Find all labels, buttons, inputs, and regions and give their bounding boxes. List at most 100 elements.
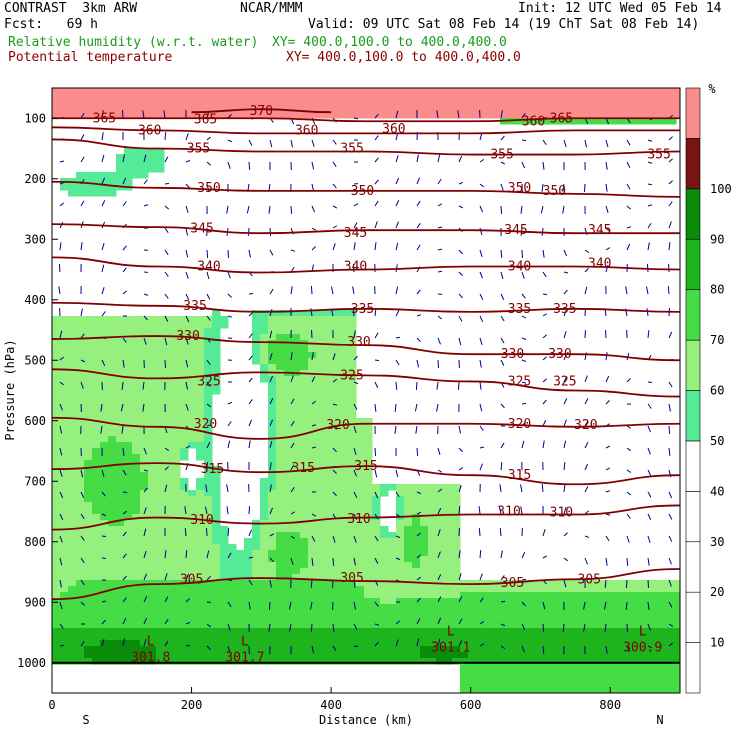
wind-vector [269,288,274,295]
rh-cell [484,112,493,119]
wind-vector [458,447,463,453]
rh-cell [580,664,589,671]
rh-cell [348,364,357,371]
rh-cell [404,592,413,599]
rh-cell [164,610,173,617]
rh-cell [660,100,669,107]
wind-vector [311,645,314,654]
rh-cell [572,88,581,95]
rh-cell [68,472,77,479]
rh-cell [196,346,205,353]
rh-cell [164,328,173,335]
rh-cell [244,592,253,599]
rh-cell [212,628,221,635]
rh-cell [204,496,213,503]
wind-vector [311,557,314,566]
rh-cell [284,376,293,383]
rh-cell [140,634,149,641]
rh-cell [644,646,653,653]
wind-vector [458,467,464,471]
rh-cell [188,610,197,617]
rh-cell [164,466,173,473]
rh-cell [332,634,341,641]
rh-cell [100,472,109,479]
rh-cell [108,184,117,191]
rh-cell [236,562,245,569]
rh-cell [332,94,341,101]
rh-cell [92,520,101,527]
rh-cell [308,472,317,479]
rh-cell [660,682,669,689]
rh-cell [188,430,197,437]
rh-cell [228,88,237,95]
rh-cell [612,604,621,611]
rh-cell [428,490,437,497]
rh-cell [404,94,413,101]
rh-cell [228,658,237,665]
rh-cell [84,562,93,569]
rh-cell [524,88,533,95]
rh-cell [300,646,309,653]
rh-cell [124,550,133,557]
rh-cell [476,634,485,641]
rh-cell [76,610,85,617]
rh-cell [156,508,165,515]
rh-cell [100,574,109,581]
rh-cell [148,148,157,155]
y-axis-label: Pressure (hPa) [3,339,17,440]
rh-cell [100,346,109,353]
rh-cell [60,316,69,323]
wind-vector [479,621,485,625]
rh-cell [76,424,85,431]
rh-cell [124,592,133,599]
wind-vector [584,267,589,273]
rh-cell [204,316,213,323]
rh-cell [180,478,189,485]
rh-cell [348,328,357,335]
rh-cell [524,118,533,125]
rh-cell [68,544,77,551]
rh-cell [668,670,677,677]
rh-cell [372,526,381,533]
rh-cell [212,352,221,359]
rh-cell [268,364,277,371]
rh-cell [340,376,349,383]
rh-cell [156,466,165,473]
rh-cell [556,106,565,113]
rh-cell [620,664,629,671]
rh-cell [388,634,397,641]
rh-cell [244,610,253,617]
rh-cell [628,616,637,623]
wind-vector [269,557,274,563]
rh-cell [348,376,357,383]
rh-cell [332,526,341,533]
rh-cell [172,442,181,449]
rh-cell [276,100,285,107]
rh-cell [540,628,549,635]
rh-cell [132,376,141,383]
rh-cell [292,484,301,491]
rh-cell [100,406,109,413]
wind-vector [415,425,418,434]
rh-cell [124,370,133,377]
rh-cell [364,454,373,461]
field2-label: Potential temperature [8,50,173,65]
rh-cell [364,640,373,647]
theta-315-label: 315 [291,461,314,476]
rh-cell [468,598,477,605]
rh-cell [76,94,85,101]
rh-cell [84,520,93,527]
rh-cell [188,94,197,101]
rh-cell [276,340,285,347]
rh-cell [596,646,605,653]
rh-cell [452,616,461,623]
rh-cell [388,652,397,659]
rh-cell [132,328,141,335]
rh-cell [228,112,237,119]
rh-cell [148,346,157,353]
rh-cell [116,406,125,413]
rh-cell [292,610,301,617]
colorbar-tick-label: 10 [710,636,724,650]
wind-vector [352,286,355,295]
rh-cell [340,484,349,491]
